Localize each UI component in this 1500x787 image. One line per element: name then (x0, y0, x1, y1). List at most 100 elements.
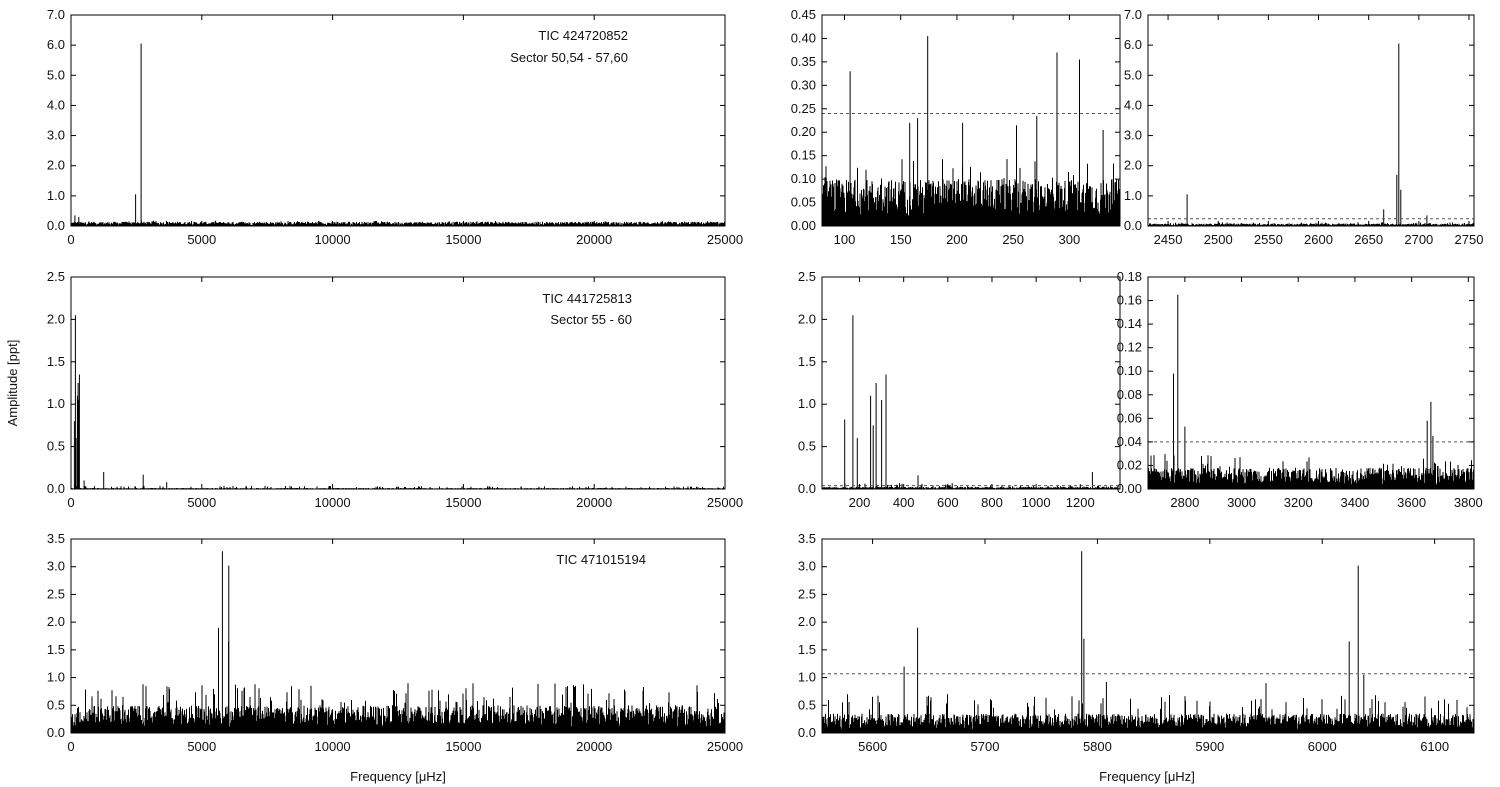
x-tick-label: 1000 (1022, 495, 1051, 510)
y-tick-label: 0.5 (798, 697, 816, 712)
y-tick-label: 2.0 (47, 158, 65, 173)
panel-p21: 5600 5700 5800 5900 6000 6100 0.0 0.5 1.0 1.5 2.0 2… (798, 531, 1475, 754)
x-tick-label: 200 (849, 495, 871, 510)
y-tick-label: 0.02 (1117, 457, 1142, 472)
y-tick-label: 2.0 (47, 614, 65, 629)
y-tick-label: 0.0 (1124, 218, 1142, 233)
x-tick-label: 800 (981, 495, 1003, 510)
y-tick-label: 5.0 (1124, 67, 1142, 82)
spectrum-noise (1148, 222, 1474, 226)
y-tick-label: 0.12 (1117, 340, 1142, 355)
y-tick-label: 1.0 (47, 188, 65, 203)
x-tick-label: 250 (1002, 232, 1024, 247)
x-tick-label: 300 (1059, 232, 1081, 247)
y-tick-label: 2.0 (798, 614, 816, 629)
x-tick-label: 5700 (971, 739, 1000, 754)
spectrum-noise (1148, 454, 1474, 489)
plot-frame (1147, 276, 1475, 490)
panel-annotation: Sector 55 - 60 (550, 312, 632, 327)
y-tick-label: 1.0 (47, 396, 65, 411)
x-tick-label: 0 (67, 495, 74, 510)
y-tick-label: 1.5 (47, 642, 65, 657)
y-tick-label: 0.20 (791, 124, 816, 139)
y-tick-label: 0.16 (1117, 293, 1142, 308)
y-tick-label: 1.5 (798, 354, 816, 369)
x-tick-label: 3200 (1284, 495, 1313, 510)
plot-frame (70, 538, 726, 734)
x-tick-label: 0 (67, 739, 74, 754)
panel-p11: 200 400 600 800 1000 1200 0.0 0.5 1.0 1.5 2.0 2.5 (798, 269, 1121, 510)
x-tick-label: 2650 (1354, 232, 1383, 247)
y-tick-label: 2.5 (47, 269, 65, 284)
y-tick-label: 0.40 (791, 30, 816, 45)
x-tick-label: 5000 (187, 495, 216, 510)
y-tick-label: 0.06 (1117, 410, 1142, 425)
x-tick-label: 10000 (315, 495, 351, 510)
panel-p01: 100 150 200 250 300 0.00 0.05 0.10 0.15 0.20 0.25 0… (791, 7, 1121, 247)
y-tick-label: 0.0 (47, 481, 65, 496)
x-tick-label: 5800 (1083, 739, 1112, 754)
spectrum-noise (822, 159, 1120, 226)
y-tick-label: 0.18 (1117, 269, 1142, 284)
x-tick-label: 200 (946, 232, 968, 247)
x-tick-label: 5600 (858, 739, 887, 754)
x-tick-label: 6000 (1308, 739, 1337, 754)
y-tick-label: 0.5 (47, 697, 65, 712)
x-tick-label: 2700 (1404, 232, 1433, 247)
x-tick-label: 600 (937, 495, 959, 510)
y-tick-label: 3.0 (798, 559, 816, 574)
panel-annotation: TIC 441725813 (542, 291, 632, 306)
y-tick-label: 0.35 (791, 54, 816, 69)
spectrum-noise (822, 694, 1474, 733)
y-tick-label: 0.0 (798, 481, 816, 496)
y-tick-label: 2.0 (47, 311, 65, 326)
y-tick-label: 1.0 (47, 670, 65, 685)
y-tick-label: 6.0 (1124, 37, 1142, 52)
y-tick-label: 0.0 (47, 725, 65, 740)
x-tick-label: 5000 (187, 232, 216, 247)
x-axis-label-right: Frequency [μHz] (1099, 769, 1195, 784)
x-tick-label: 3600 (1397, 495, 1426, 510)
panel-p20: 0 5000 10000 15000 20000 25000 0.0 0.5 1.0 1.5 2.0… (47, 531, 743, 754)
panel-annotation: TIC 471015194 (556, 552, 646, 567)
y-tick-label: 2.0 (798, 311, 816, 326)
plot-frame (821, 276, 1121, 490)
y-tick-label: 0.05 (791, 195, 816, 210)
y-tick-label: 7.0 (1124, 7, 1142, 22)
y-tick-label: 0.30 (791, 77, 816, 92)
y-tick-label: 1.0 (1124, 188, 1142, 203)
y-tick-label: 0.00 (1117, 481, 1142, 496)
x-tick-label: 20000 (576, 495, 612, 510)
panel-p00: 0 5000 10000 15000 20000 25000 0.0 1.0 2.0 3.0 4.0… (47, 7, 743, 247)
y-tick-label: 0.00 (791, 218, 816, 233)
y-axis-label: Amplitude [ppt] (5, 340, 20, 427)
y-tick-label: 0.04 (1117, 434, 1142, 449)
x-tick-label: 2500 (1204, 232, 1233, 247)
panel-annotation: TIC 424720852 (538, 28, 628, 43)
y-tick-label: 0.08 (1117, 387, 1142, 402)
panel-p02: 2450 2500 2550 2600 2650 2700 2750 0.0 1.0 2.0 3.0… (1124, 7, 1484, 247)
x-tick-label: 5900 (1195, 739, 1224, 754)
x-tick-label: 0 (67, 232, 74, 247)
y-tick-label: 0.45 (791, 7, 816, 22)
y-tick-label: 0.14 (1117, 316, 1142, 331)
x-tick-label: 25000 (707, 739, 743, 754)
x-tick-label: 15000 (445, 232, 481, 247)
plot-frame (821, 14, 1121, 227)
y-tick-label: 0.10 (1117, 363, 1142, 378)
x-tick-label: 5000 (187, 739, 216, 754)
y-tick-label: 3.0 (47, 128, 65, 143)
y-tick-label: 1.0 (798, 396, 816, 411)
plot-frame (70, 276, 726, 490)
y-tick-label: 1.5 (47, 354, 65, 369)
x-tick-label: 10000 (315, 232, 351, 247)
y-tick-label: 3.5 (798, 531, 816, 546)
y-tick-label: 2.5 (798, 586, 816, 601)
x-tick-label: 10000 (315, 739, 351, 754)
x-tick-label: 100 (834, 232, 856, 247)
panel-p10: 0 5000 10000 15000 20000 25000 0.0 0.5 1.0 1.5 2.0… (47, 269, 743, 510)
y-tick-label: 2.5 (47, 586, 65, 601)
x-tick-label: 400 (893, 495, 915, 510)
plot-frame (70, 14, 726, 227)
